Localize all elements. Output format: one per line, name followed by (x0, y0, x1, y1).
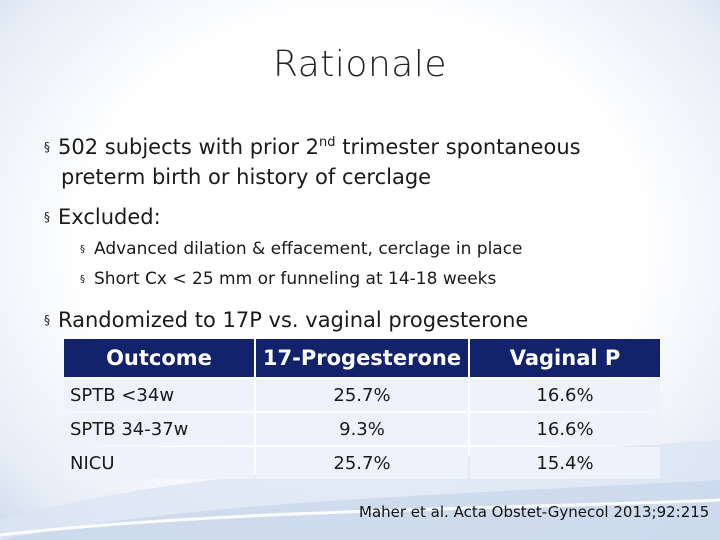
header-vaginal-p: Vaginal P (470, 339, 660, 377)
outcomes-table: Outcome 17-Progesterone Vaginal P SPTB <… (62, 337, 662, 481)
bullet-text-line2: preterm birth or history of cerclage (61, 165, 432, 189)
cell-17p: 25.7% (256, 447, 468, 479)
bullet-text-part1: 502 subjects with prior 2 (58, 135, 320, 159)
cell-vaginal-p: 16.6% (470, 379, 660, 411)
bullet-excluded: § Excluded: (44, 202, 161, 232)
cell-17p: 9.3% (256, 413, 468, 445)
bullet-subjects: § 502 subjects with prior 2nd trimester s… (44, 132, 581, 192)
bullet-randomized: § Randomized to 17P vs. vaginal progester… (44, 305, 528, 335)
ordinal-superscript: nd (319, 135, 336, 150)
header-outcome: Outcome (64, 339, 254, 377)
table-row: SPTB 34-37w 9.3% 16.6% (64, 413, 660, 445)
cell-17p: 25.7% (256, 379, 468, 411)
table-row: NICU 25.7% 15.4% (64, 447, 660, 479)
bullet-marker: § (44, 313, 50, 327)
bullet-marker: § (44, 210, 50, 224)
sub-bullet-text: Advanced dilation & effacement, cerclage… (94, 239, 523, 259)
header-17-progesterone: 17-Progesterone (256, 339, 468, 377)
bullet-text: Randomized to 17P vs. vaginal progestero… (58, 308, 529, 332)
row-label: NICU (64, 447, 254, 479)
bullet-text-part2: trimester spontaneous (335, 135, 581, 159)
sub-bullet-text: Short Cx < 25 mm or funneling at 14-18 w… (94, 269, 497, 289)
table-row: SPTB <34w 25.7% 16.6% (64, 379, 660, 411)
row-label: SPTB <34w (64, 379, 254, 411)
bullet-text: Excluded: (58, 205, 161, 229)
table-header-row: Outcome 17-Progesterone Vaginal P (64, 339, 660, 377)
sub-bullet-marker: § (80, 274, 85, 285)
citation: Maher et al. Acta Obstet-Gynecol 2013;92… (359, 503, 710, 521)
row-label: SPTB 34-37w (64, 413, 254, 445)
bullet-marker: § (44, 140, 50, 154)
sub-bullet-short-cx: § Short Cx < 25 mm or funneling at 14-18 … (80, 267, 496, 292)
sub-bullet-marker: § (80, 244, 85, 255)
sub-bullet-dilation: § Advanced dilation & effacement, cerclag… (80, 237, 523, 262)
cell-vaginal-p: 15.4% (470, 447, 660, 479)
slide-title: Rationale (273, 44, 447, 85)
cell-vaginal-p: 16.6% (470, 413, 660, 445)
